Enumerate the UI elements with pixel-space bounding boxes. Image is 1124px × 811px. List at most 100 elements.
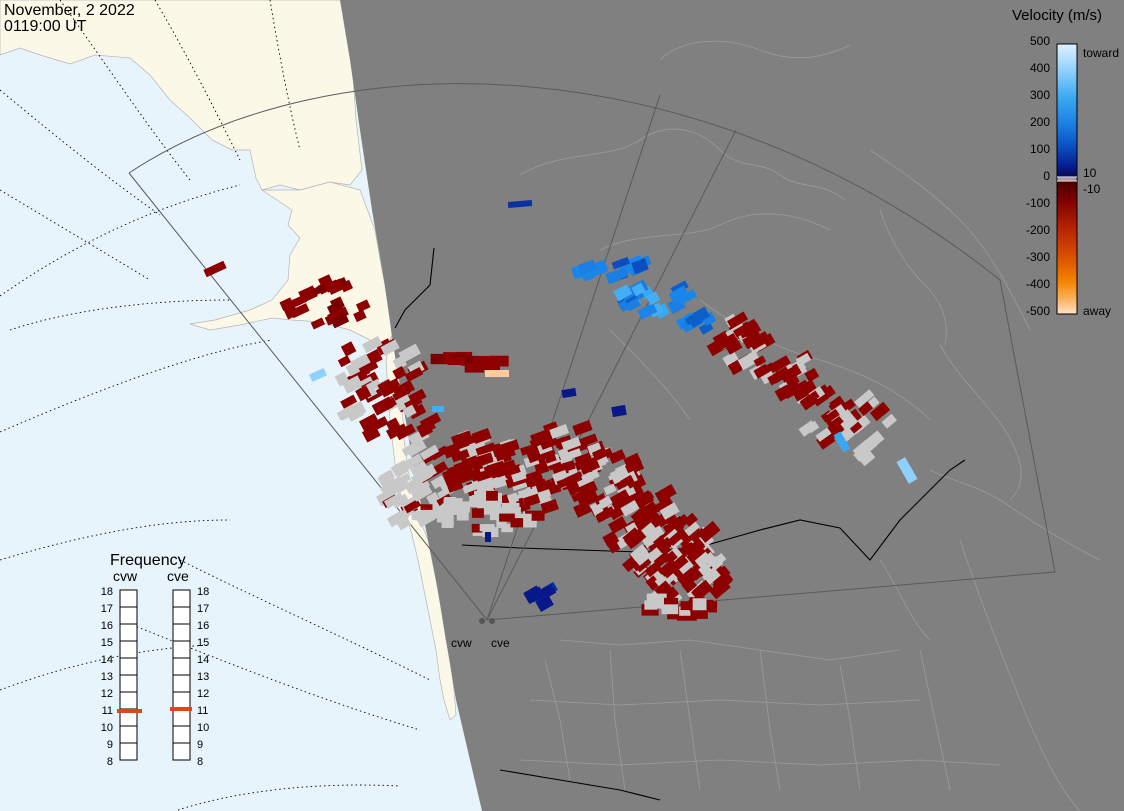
velocity-cell	[471, 508, 484, 518]
velocity-cell	[726, 311, 749, 329]
night-shading	[340, 0, 1124, 811]
velocity-cell	[608, 489, 632, 509]
velocity-cell	[565, 448, 582, 460]
velocity-cell	[637, 512, 651, 526]
velocity-cell	[573, 500, 592, 518]
velocity-cell	[727, 360, 743, 376]
velocity-cell	[608, 516, 628, 534]
velocity-cell	[839, 409, 853, 422]
velocity-cell	[854, 389, 875, 408]
velocity-cell	[673, 513, 691, 530]
frequency-tick-left: 12	[101, 688, 113, 700]
velocity-cell	[640, 522, 657, 538]
velocity-cell	[644, 600, 658, 610]
frequency-tick-left: 15	[101, 637, 113, 649]
velocity-cell	[377, 379, 394, 395]
velocity-cells	[203, 199, 918, 621]
velocity-cell	[535, 594, 554, 612]
velocity-cell	[544, 453, 557, 464]
velocity-cell	[677, 289, 698, 305]
velocity-cell	[472, 355, 491, 365]
velocity-cell	[598, 495, 613, 509]
velocity-cell	[447, 467, 470, 486]
velocity-cell	[659, 502, 680, 520]
velocity-cell	[474, 490, 489, 501]
velocity-cell	[327, 306, 349, 323]
velocity-cell	[491, 474, 510, 490]
velocity-cell	[456, 510, 469, 521]
velocity-cell	[469, 495, 486, 508]
velocity-cell	[708, 578, 731, 600]
frequency-radar-cvw: cvw	[113, 568, 138, 584]
alaska-mainland	[0, 0, 363, 191]
velocity-cell	[324, 279, 340, 293]
velocity-cell	[337, 355, 352, 368]
velocity-cell	[833, 431, 851, 453]
velocity-cell	[523, 469, 543, 483]
velocity-cell	[753, 363, 770, 379]
legend-threshold-pos: 10	[1083, 166, 1097, 180]
velocity-cell	[364, 388, 383, 404]
velocity-cell	[724, 337, 743, 355]
velocity-cell	[692, 306, 711, 323]
velocity-cell	[498, 439, 520, 455]
velocity-cell	[487, 460, 507, 477]
velocity-cell	[499, 513, 515, 522]
frequency-tick-right: 17	[197, 603, 209, 615]
frequency-tick-right: 18	[197, 586, 209, 598]
velocity-cell	[289, 303, 310, 319]
velocity-cell	[630, 505, 651, 525]
radar-label-cve: cve	[491, 636, 510, 650]
velocity-cell	[643, 525, 665, 544]
velocity-cell	[742, 330, 764, 350]
radar-site-cve	[489, 618, 495, 624]
legend-title: Velocity (m/s)	[1012, 7, 1102, 24]
velocity-cell	[653, 535, 667, 549]
velocity-cell	[441, 517, 454, 529]
velocity-cell	[485, 532, 491, 542]
velocity-cell	[419, 444, 440, 461]
legend-toward-label: toward	[1083, 46, 1119, 60]
frequency-marker-cvw	[117, 709, 142, 713]
velocity-cell	[395, 515, 412, 531]
legend-threshold-neg: -10	[1083, 182, 1101, 196]
legend-tick-500: 500	[1030, 34, 1050, 48]
velocity-cell	[507, 199, 533, 209]
velocity-cell	[804, 367, 820, 383]
velocity-cell	[702, 599, 714, 608]
velocity-cell	[489, 355, 509, 367]
velocity-cell	[426, 491, 440, 506]
velocity-cell	[361, 336, 383, 354]
velocity-cell	[443, 502, 459, 513]
velocity-cell	[603, 483, 617, 496]
velocity-cell	[517, 513, 532, 525]
velocity-cell	[464, 363, 484, 373]
velocity-cell	[450, 448, 470, 463]
velocity-cell	[409, 460, 429, 477]
velocity-cell	[637, 302, 658, 320]
velocity-cell	[383, 492, 404, 509]
velocity-cell	[667, 527, 688, 546]
velocity-cell	[522, 493, 541, 508]
velocity-cell	[624, 532, 642, 550]
velocity-cell	[680, 601, 691, 611]
velocity-cell	[411, 511, 424, 521]
velocity-cell	[795, 352, 812, 367]
velocity-cell	[577, 480, 598, 498]
velocity-cell	[540, 499, 559, 515]
velocity-cell	[576, 453, 595, 470]
velocity-cell	[329, 296, 345, 312]
velocity-cell	[656, 536, 674, 554]
velocity-cell	[410, 482, 433, 502]
velocity-cell	[442, 442, 461, 459]
velocity-cell	[390, 459, 410, 477]
velocity-cell	[798, 420, 817, 437]
velocity-cell	[496, 519, 507, 528]
velocity-cell	[737, 350, 761, 371]
velocity-cell	[577, 477, 591, 490]
velocity-cell	[432, 406, 444, 412]
velocity-cell	[800, 390, 820, 408]
frequency-tick-left: 13	[101, 671, 113, 683]
velocity-cell	[708, 555, 724, 571]
velocity-cell	[681, 577, 698, 594]
